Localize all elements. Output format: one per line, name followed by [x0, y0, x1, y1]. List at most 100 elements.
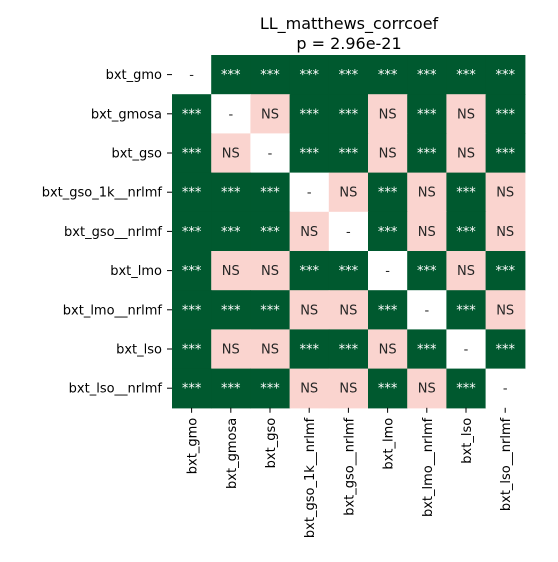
heatmap-cell [250, 94, 291, 134]
cell-label: NS [496, 303, 514, 318]
heatmap-cell [172, 251, 212, 291]
heatmap-cell [407, 211, 447, 252]
row-tick-label: bxt_gso [111, 147, 162, 162]
heatmap-cell [250, 133, 291, 174]
cell-label: *** [456, 382, 476, 397]
cell-label: NS [457, 147, 475, 162]
column-tick-label: bxt_lmo__nrlmf [421, 417, 436, 517]
heatmap-cell [328, 55, 369, 95]
heatmap-cell [172, 172, 212, 213]
cell-label: *** [221, 303, 241, 318]
row-tick-label: bxt_gso_1k__nrlmf [42, 186, 163, 201]
heatmap-cell [485, 133, 526, 174]
cell-label: NS [496, 186, 514, 201]
heatmap-cell [172, 211, 212, 252]
cell-label: *** [495, 107, 515, 122]
cell-label: *** [182, 107, 202, 122]
cell-label: NS [300, 225, 318, 240]
cell-label: *** [417, 264, 437, 279]
cell-label: - [424, 303, 429, 318]
heatmap-cell [446, 251, 487, 291]
cell-label: *** [456, 303, 476, 318]
cell-label: NS [261, 107, 279, 122]
heatmap-cell [485, 329, 526, 370]
heatmap-cell [289, 172, 330, 213]
heatmap-cell [328, 94, 369, 134]
heatmap-cell [328, 368, 369, 409]
heatmap-cell [328, 211, 369, 252]
cell-label: *** [378, 303, 398, 318]
cell-label: *** [417, 107, 437, 122]
cell-label: - [228, 107, 233, 122]
heatmap-cell [211, 251, 251, 291]
cell-label: *** [456, 225, 476, 240]
cell-label: *** [417, 147, 437, 162]
cell-label: NS [300, 303, 318, 318]
heatmap-cell [328, 329, 369, 370]
cell-label: NS [418, 382, 436, 397]
cell-label: *** [378, 186, 398, 201]
column-tick-label: bxt_gso_1k__nrlmf [303, 417, 318, 538]
cell-label: NS [222, 264, 240, 279]
cell-label: *** [260, 186, 280, 201]
cell-label: *** [221, 68, 241, 83]
cell-label: NS [379, 343, 397, 358]
cell-label: NS [222, 343, 240, 358]
cell-label: NS [496, 225, 514, 240]
heatmap-cell [172, 290, 212, 330]
cell-label: NS [418, 225, 436, 240]
heatmap-cell [289, 211, 330, 252]
column-tick-label: bxt_lmo [382, 418, 397, 470]
heatmap-cell [328, 133, 369, 174]
heatmap-cell [172, 368, 212, 409]
cell-label: NS [261, 343, 279, 358]
cell-label: *** [339, 147, 359, 162]
heatmap-cell [446, 55, 487, 95]
column-tick-label: bxt_gso__nrlmf [342, 417, 357, 515]
heatmap-cell [368, 251, 408, 291]
cell-label: *** [299, 147, 319, 162]
heatmap-cell [172, 329, 212, 370]
cell-label: NS [222, 147, 240, 162]
heatmap-cell [368, 211, 408, 252]
heatmap-cell [211, 172, 251, 213]
cell-label: *** [495, 343, 515, 358]
heatmap-cell [368, 290, 408, 330]
heatmap-cell [407, 329, 447, 370]
cell-label: *** [182, 343, 202, 358]
column-tick-label: bxt_gmosa [225, 418, 240, 489]
heatmap-cell [211, 368, 251, 409]
cell-label: *** [260, 225, 280, 240]
heatmap-cell [328, 172, 369, 213]
heatmap-cell [211, 55, 251, 95]
heatmap-cell [328, 290, 369, 330]
heatmap-cell [250, 329, 291, 370]
heatmap-cell [485, 211, 526, 252]
heatmap-cell [211, 290, 251, 330]
heatmap-cell [211, 133, 251, 174]
cell-label: *** [299, 264, 319, 279]
cell-label: NS [339, 186, 357, 201]
heatmap-cell [485, 172, 526, 213]
heatmap-cell [289, 329, 330, 370]
cell-label: *** [456, 68, 476, 83]
cell-label: - [346, 225, 351, 240]
cell-label: NS [261, 264, 279, 279]
row-tick-label: bxt_lso [116, 343, 162, 358]
cell-label: NS [457, 264, 475, 279]
cell-label: *** [182, 186, 202, 201]
heatmap-cell [211, 211, 251, 252]
cell-label: - [268, 147, 273, 162]
row-tick-label: bxt_lmo [110, 264, 162, 279]
heatmap-cell [407, 55, 447, 95]
heatmap-cell [368, 94, 408, 134]
cell-label: NS [339, 382, 357, 397]
row-tick-label: bxt_gmo [106, 68, 162, 83]
cell-label: *** [417, 343, 437, 358]
heatmap-cell [446, 172, 487, 213]
heatmap-cell [407, 172, 447, 213]
cell-label: *** [417, 68, 437, 83]
heatmap-cell [250, 55, 291, 95]
heatmap-cell [446, 290, 487, 330]
heatmap-cell [172, 94, 212, 134]
